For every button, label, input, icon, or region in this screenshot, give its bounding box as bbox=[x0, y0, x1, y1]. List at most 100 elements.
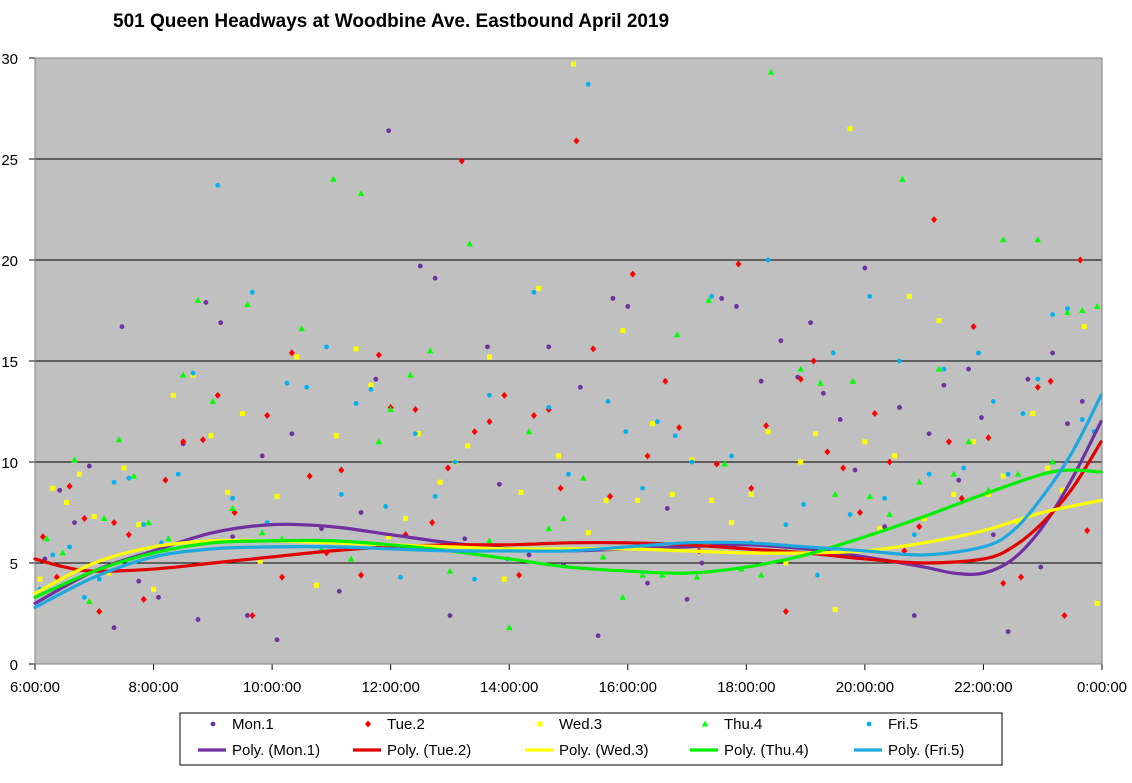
data-points bbox=[37, 61, 1101, 643]
data-point bbox=[106, 570, 112, 576]
data-point bbox=[951, 491, 957, 497]
data-point bbox=[847, 126, 853, 132]
data-point bbox=[689, 459, 695, 465]
data-point bbox=[1065, 421, 1070, 427]
data-point bbox=[669, 491, 675, 497]
trendline-poly-tue-2 bbox=[33, 440, 1103, 573]
data-point bbox=[610, 295, 616, 301]
legend-marker bbox=[365, 720, 371, 728]
data-point bbox=[506, 624, 513, 631]
data-point bbox=[595, 633, 601, 639]
legend-label: Poly. (Fri.5) bbox=[888, 742, 964, 759]
data-point bbox=[304, 384, 310, 390]
trendline-poly-thu-4 bbox=[33, 468, 1103, 599]
data-point bbox=[916, 478, 923, 485]
data-point bbox=[605, 399, 611, 404]
data-point bbox=[353, 346, 359, 352]
data-point bbox=[935, 365, 943, 372]
legend-label: Thu.4 bbox=[724, 716, 762, 733]
data-point bbox=[121, 465, 127, 471]
data-point bbox=[306, 472, 313, 480]
data-point bbox=[324, 344, 329, 350]
data-point bbox=[911, 613, 917, 618]
data-point bbox=[432, 275, 438, 281]
data-point bbox=[812, 431, 818, 437]
data-point bbox=[824, 448, 831, 456]
data-point bbox=[897, 358, 902, 364]
data-point bbox=[820, 390, 826, 396]
data-point bbox=[990, 532, 996, 538]
data-point bbox=[862, 265, 868, 271]
data-point bbox=[1050, 350, 1056, 356]
data-point bbox=[136, 522, 142, 528]
data-point bbox=[619, 593, 627, 600]
data-point bbox=[407, 371, 414, 378]
data-point bbox=[81, 594, 87, 600]
legend-label: Poly. (Mon.1) bbox=[232, 742, 320, 759]
data-point bbox=[195, 617, 201, 622]
data-point bbox=[832, 606, 838, 612]
data-point bbox=[871, 410, 878, 418]
data-point bbox=[466, 240, 473, 247]
data-point bbox=[199, 436, 206, 444]
trendline-poly-fri-5 bbox=[33, 393, 1103, 610]
data-point bbox=[96, 607, 103, 615]
data-point bbox=[162, 476, 169, 484]
data-point bbox=[1065, 306, 1070, 311]
data-point bbox=[119, 324, 125, 330]
data-point bbox=[458, 157, 465, 165]
x-tick-label: 10:00:00 bbox=[243, 679, 301, 696]
data-point bbox=[1000, 473, 1006, 479]
data-point bbox=[965, 438, 972, 445]
data-point bbox=[415, 431, 421, 437]
data-point bbox=[545, 525, 552, 532]
data-point bbox=[979, 415, 984, 420]
data-point bbox=[141, 522, 147, 528]
data-point bbox=[180, 438, 187, 446]
data-point bbox=[1084, 527, 1091, 535]
data-point bbox=[190, 370, 196, 376]
data-point bbox=[815, 572, 820, 578]
data-point bbox=[901, 547, 908, 555]
data-point bbox=[849, 377, 857, 384]
data-point bbox=[734, 304, 739, 309]
x-tick-label: 12:00:00 bbox=[361, 679, 419, 696]
data-point bbox=[1014, 470, 1022, 477]
data-point bbox=[945, 438, 952, 446]
legend-label: Tue.2 bbox=[387, 716, 425, 733]
data-point bbox=[179, 371, 187, 378]
data-point bbox=[338, 491, 344, 497]
data-point bbox=[629, 270, 636, 278]
legend-label: Mon.1 bbox=[232, 716, 274, 733]
data-point bbox=[936, 318, 942, 324]
data-point bbox=[71, 456, 78, 463]
data-point bbox=[294, 354, 300, 360]
data-point bbox=[566, 471, 571, 477]
data-point bbox=[43, 535, 51, 542]
data-point bbox=[264, 412, 271, 420]
data-point bbox=[72, 520, 77, 525]
data-point bbox=[115, 436, 123, 443]
data-point bbox=[387, 405, 394, 412]
data-point bbox=[950, 470, 958, 477]
data-point bbox=[278, 573, 285, 581]
data-point bbox=[57, 487, 63, 493]
data-point bbox=[684, 596, 690, 602]
axes: 0 5 10 15 20 25 30 6:00:00 8:00:00 10:00:00 12:00:… bbox=[1, 51, 1127, 696]
data-point bbox=[214, 391, 221, 399]
data-point bbox=[230, 495, 235, 501]
data-point bbox=[86, 597, 93, 604]
data-point bbox=[1025, 376, 1031, 382]
data-point bbox=[208, 433, 214, 439]
data-point bbox=[336, 588, 342, 594]
data-point bbox=[577, 384, 583, 390]
data-point bbox=[209, 397, 217, 404]
data-point bbox=[709, 293, 715, 299]
data-point bbox=[916, 523, 923, 531]
data-point bbox=[693, 573, 701, 580]
data-point bbox=[1030, 411, 1036, 417]
data-point bbox=[486, 354, 492, 360]
data-point bbox=[735, 260, 742, 268]
data-point bbox=[645, 580, 650, 586]
data-point bbox=[856, 509, 863, 516]
